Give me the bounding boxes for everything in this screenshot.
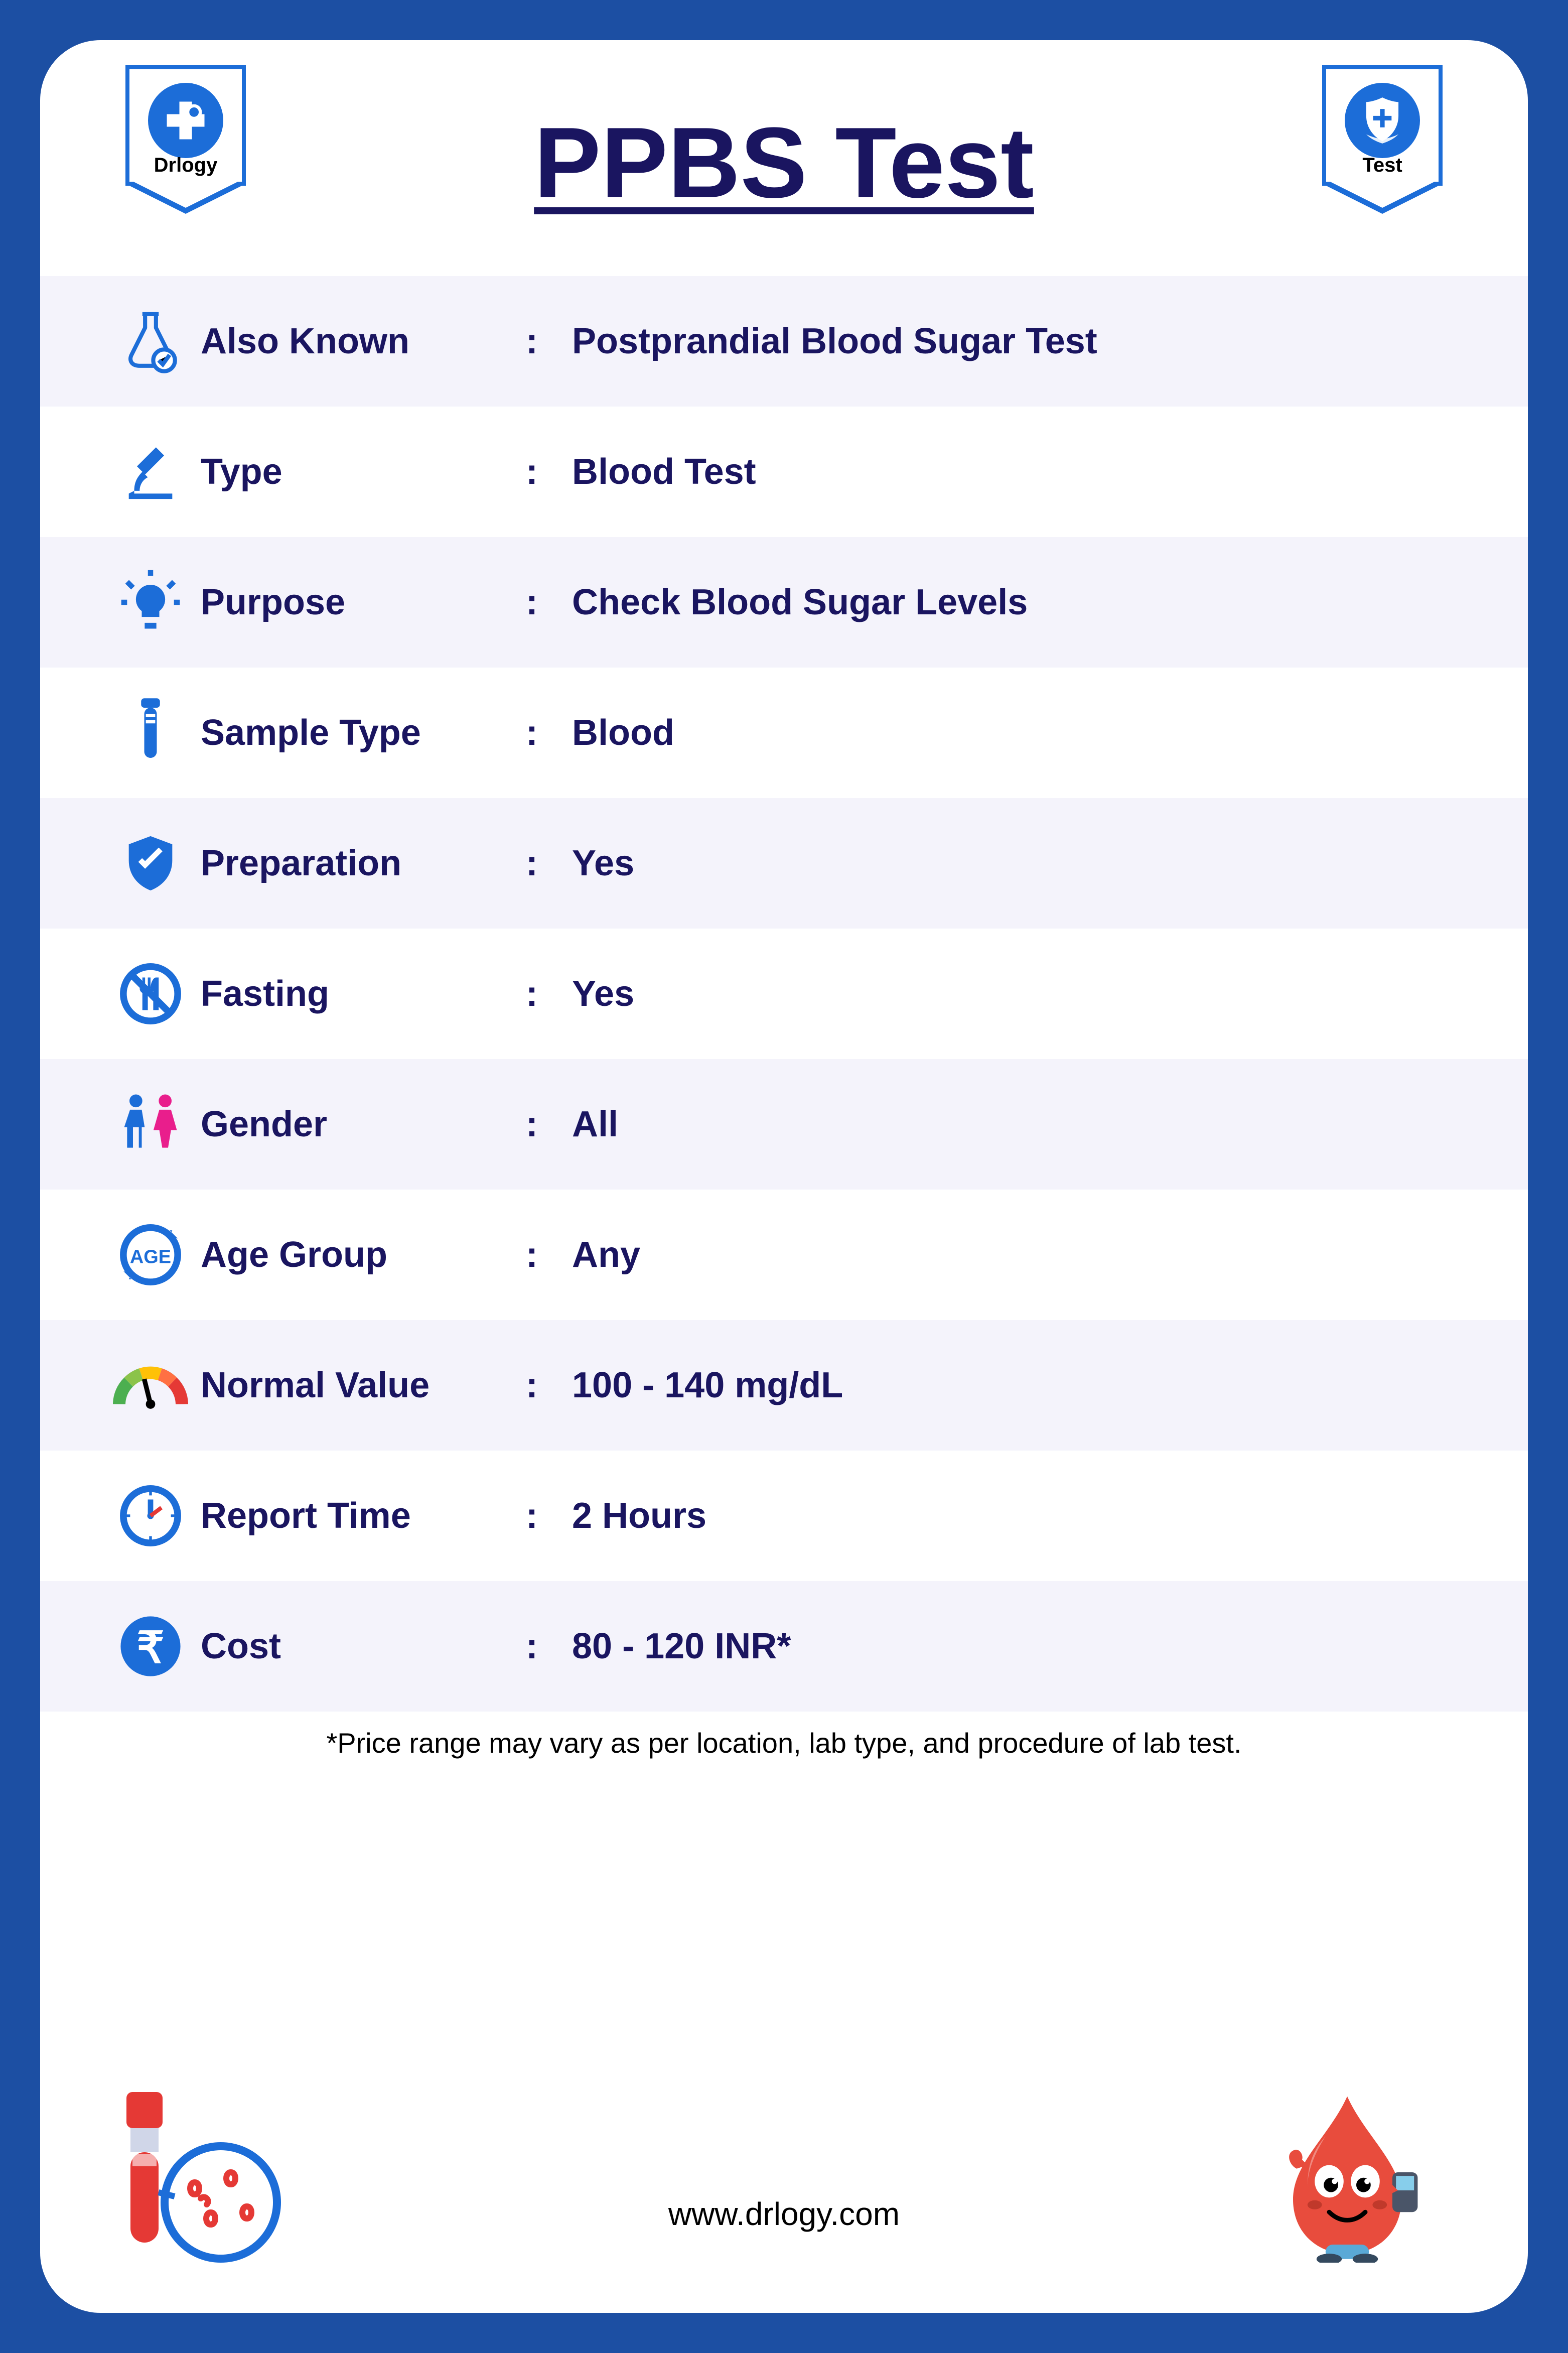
row-value: All — [552, 1104, 1458, 1145]
row-label: Sample Type — [201, 712, 512, 753]
gender-icon — [100, 1089, 201, 1159]
svg-text:₹: ₹ — [136, 1624, 164, 1672]
row-fasting: Fasting : Yes — [40, 929, 1528, 1059]
page-title: PPBS Test — [261, 105, 1307, 221]
fasting-icon — [100, 961, 201, 1026]
row-label: Report Time — [201, 1495, 512, 1536]
row-sample-type: Sample Type : Blood — [40, 668, 1528, 798]
bulb-icon — [100, 567, 201, 637]
row-value: Blood Test — [552, 451, 1458, 492]
row-label: Also Known — [201, 321, 512, 362]
badge-right-label: Test — [1362, 154, 1402, 177]
row-value: 80 - 120 INR* — [552, 1626, 1458, 1667]
svg-text:AGE: AGE — [130, 1246, 171, 1267]
age-icon: AGE — [100, 1222, 201, 1287]
row-label: Cost — [201, 1626, 512, 1667]
row-value: 2 Hours — [552, 1495, 1458, 1536]
info-card: Drlogy PPBS Test Test Also Kno — [40, 40, 1528, 2313]
row-value: Any — [552, 1234, 1458, 1275]
gauge-icon — [100, 1358, 201, 1413]
row-value: Yes — [552, 973, 1458, 1014]
microscope-icon — [100, 439, 201, 504]
header: Drlogy PPBS Test Test — [40, 40, 1528, 246]
row-type: Type : Blood Test — [40, 407, 1528, 537]
row-cost: ₹ Cost : 80 - 120 INR* — [40, 1581, 1528, 1712]
row-value: Postprandial Blood Sugar Test — [552, 321, 1458, 362]
footer: www.drlogy.com — [40, 2062, 1528, 2313]
row-label: Type — [201, 451, 512, 492]
row-value: Check Blood Sugar Levels — [552, 582, 1458, 623]
tube-icon — [100, 695, 201, 770]
row-label: Preparation — [201, 843, 512, 884]
blood-sample-illustration — [110, 2082, 311, 2263]
row-also-known: Also Known : Postprandial Blood Sugar Te… — [40, 276, 1528, 407]
test-logo-icon — [1345, 83, 1420, 158]
row-gender: Gender : All — [40, 1059, 1528, 1190]
badge-right: Test — [1307, 65, 1458, 214]
row-label: Fasting — [201, 973, 512, 1014]
row-value: Blood — [552, 712, 1458, 753]
row-label: Normal Value — [201, 1365, 512, 1406]
row-purpose: Purpose : Check Blood Sugar Levels — [40, 537, 1528, 668]
row-normal-value: Normal Value : 100 - 140 mg/dL — [40, 1320, 1528, 1451]
shield-icon — [100, 831, 201, 896]
info-rows: Also Known : Postprandial Blood Sugar Te… — [40, 276, 1528, 1712]
row-label: Gender — [201, 1104, 512, 1145]
row-preparation: Preparation : Yes — [40, 798, 1528, 929]
flask-icon — [100, 309, 201, 374]
badge-left: Drlogy — [110, 65, 261, 214]
row-value: Yes — [552, 843, 1458, 884]
drlogy-logo-icon — [148, 83, 223, 158]
badge-left-label: Drlogy — [154, 154, 218, 177]
row-label: Age Group — [201, 1234, 512, 1275]
clock-icon — [100, 1483, 201, 1548]
rupee-icon: ₹ — [100, 1614, 201, 1679]
blood-drop-mascot — [1257, 2082, 1458, 2263]
row-label: Purpose — [201, 582, 512, 623]
footnote: *Price range may vary as per location, l… — [40, 1712, 1528, 1774]
row-age-group: AGE Age Group : Any — [40, 1190, 1528, 1320]
row-report-time: Report Time : 2 Hours — [40, 1451, 1528, 1581]
website-url: www.drlogy.com — [311, 2195, 1257, 2263]
row-value: 100 - 140 mg/dL — [552, 1365, 1458, 1406]
